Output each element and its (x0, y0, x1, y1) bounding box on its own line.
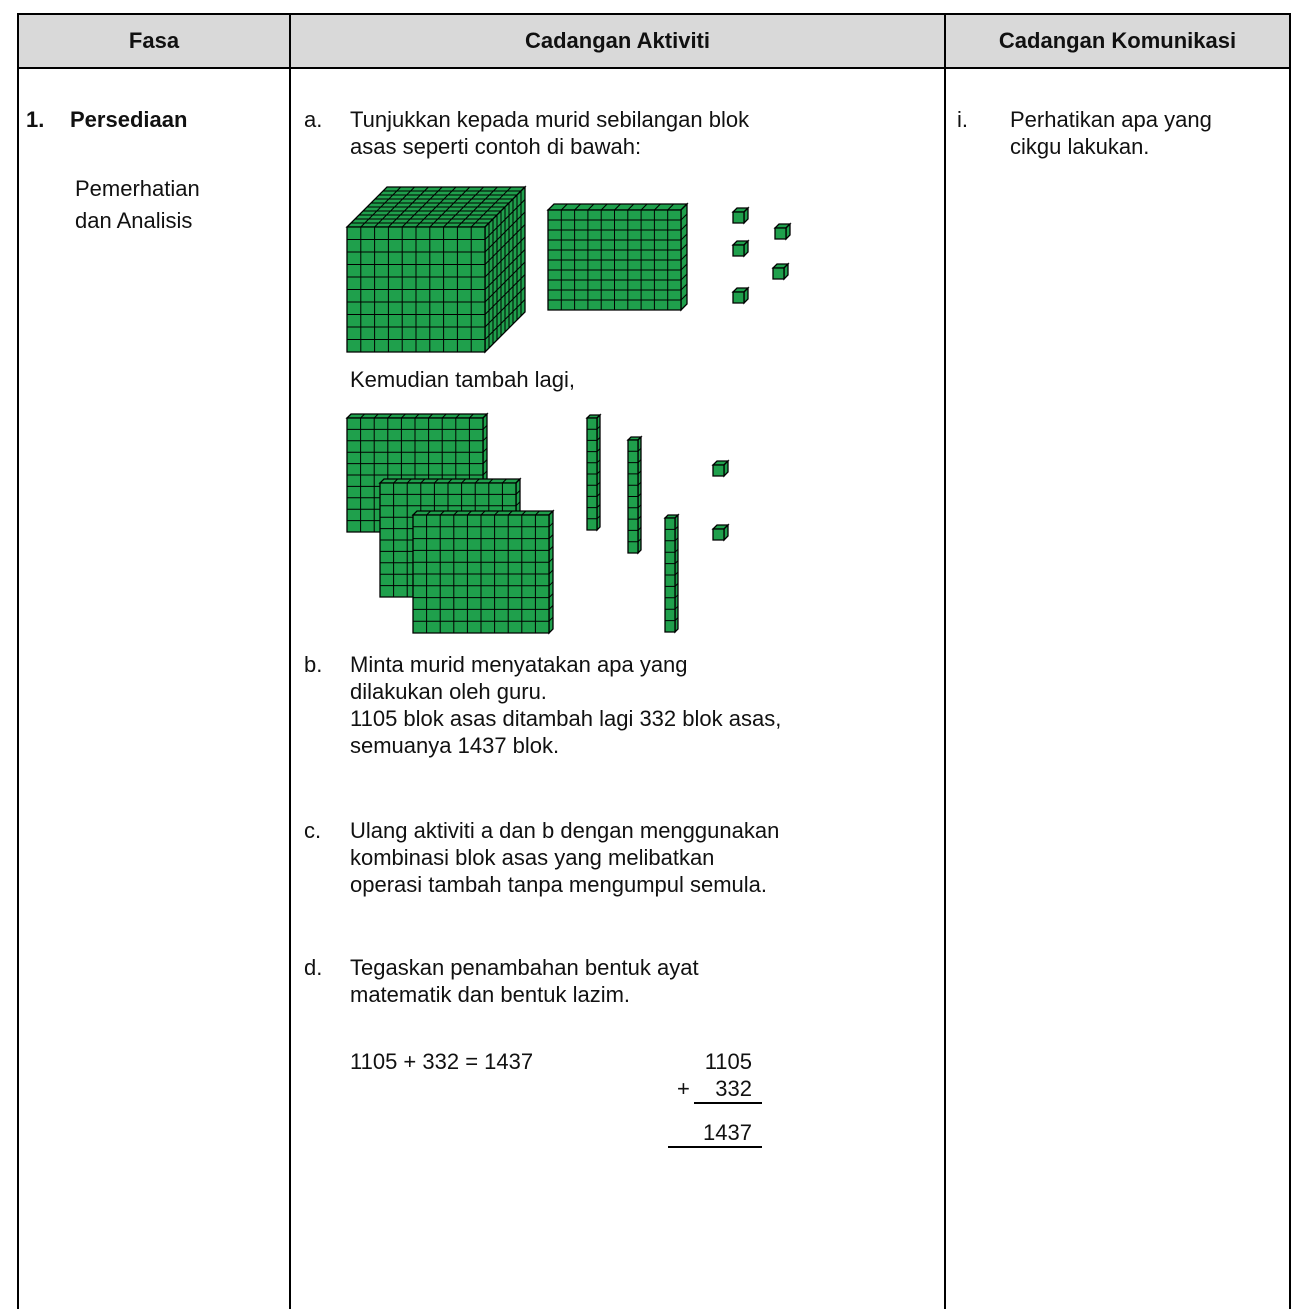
block-grid (560, 203, 675, 211)
phase-number: 1. (26, 107, 45, 132)
block-grid (426, 510, 540, 516)
block-grid (548, 210, 681, 310)
rule (944, 13, 946, 1309)
item-text: dilakukan oleh guru. (350, 679, 547, 704)
block-grid (665, 528, 675, 622)
item-text: Tunjukkan kepada murid sebilangan blok (350, 107, 750, 132)
rule (1289, 13, 1291, 1309)
phase-subtitle: Pemerhatian (75, 176, 200, 201)
header-bg (18, 14, 1290, 68)
item-marker: b. (304, 652, 323, 677)
block-grid (347, 227, 485, 352)
block-face (732, 291, 745, 304)
item-marker: i. (957, 107, 968, 132)
block-face (712, 528, 725, 541)
underline (694, 1102, 762, 1104)
block-face (774, 227, 787, 240)
item-text: Perhatikan apa yang (1010, 107, 1212, 132)
item-text: Kemudian tambah lagi, (350, 367, 576, 392)
block-grid (413, 515, 549, 633)
block-face (732, 244, 745, 257)
header-cell: Cadangan Komunikasi (998, 28, 1237, 53)
item-text: operasi tambah tanpa mengumpul semula. (350, 872, 768, 897)
column-number: 332 (715, 1076, 752, 1101)
block-grid (484, 191, 526, 348)
header-cell: Fasa (128, 28, 180, 53)
phase-subtitle: dan Analisis (75, 208, 193, 233)
block-face (732, 211, 745, 224)
block-grid (393, 478, 507, 484)
block-grid (680, 213, 688, 301)
item-text: asas seperti contoh di bawah: (350, 134, 642, 159)
item-text: Ulang aktiviti a dan b dengan menggunaka… (350, 818, 780, 843)
block-face (772, 267, 785, 280)
rule (17, 13, 19, 1309)
column-sign: + (677, 1076, 690, 1101)
underline (668, 1146, 762, 1148)
block-grid (587, 428, 597, 520)
column-number: 1437 (703, 1120, 752, 1145)
rule (289, 13, 291, 1309)
item-text: kombinasi blok asas yang melibatkan (350, 845, 715, 870)
item-text: semuanya 1437 blok. (350, 733, 560, 758)
block-grid (360, 413, 474, 419)
item-marker: c. (304, 818, 322, 843)
item-text: matematik dan bentuk lazim. (350, 982, 631, 1007)
block-grid (628, 450, 638, 543)
item-text: Minta murid menyatakan apa yang (350, 652, 688, 677)
block-grid (674, 526, 679, 621)
block-grid (548, 522, 554, 622)
block-face (712, 464, 725, 477)
item-text: cikgu lakukan. (1010, 134, 1150, 159)
header-cell: Cadangan Aktiviti (525, 28, 710, 53)
block-grid (351, 186, 521, 228)
column-number: 1105 (704, 1049, 752, 1074)
item-text: Tegaskan penambahan bentuk ayat (350, 955, 699, 980)
item-marker: d. (304, 955, 323, 980)
item-marker: a. (304, 107, 323, 132)
phase-title: Persediaan (70, 107, 188, 132)
rule (18, 67, 1291, 69)
block-grid (596, 425, 601, 520)
equation: 1105 + 332 = 1437 (350, 1049, 534, 1074)
rule (18, 13, 1291, 15)
block-grid (637, 447, 642, 543)
item-text: 1105 blok asas ditambah lagi 332 blok as… (350, 706, 782, 731)
